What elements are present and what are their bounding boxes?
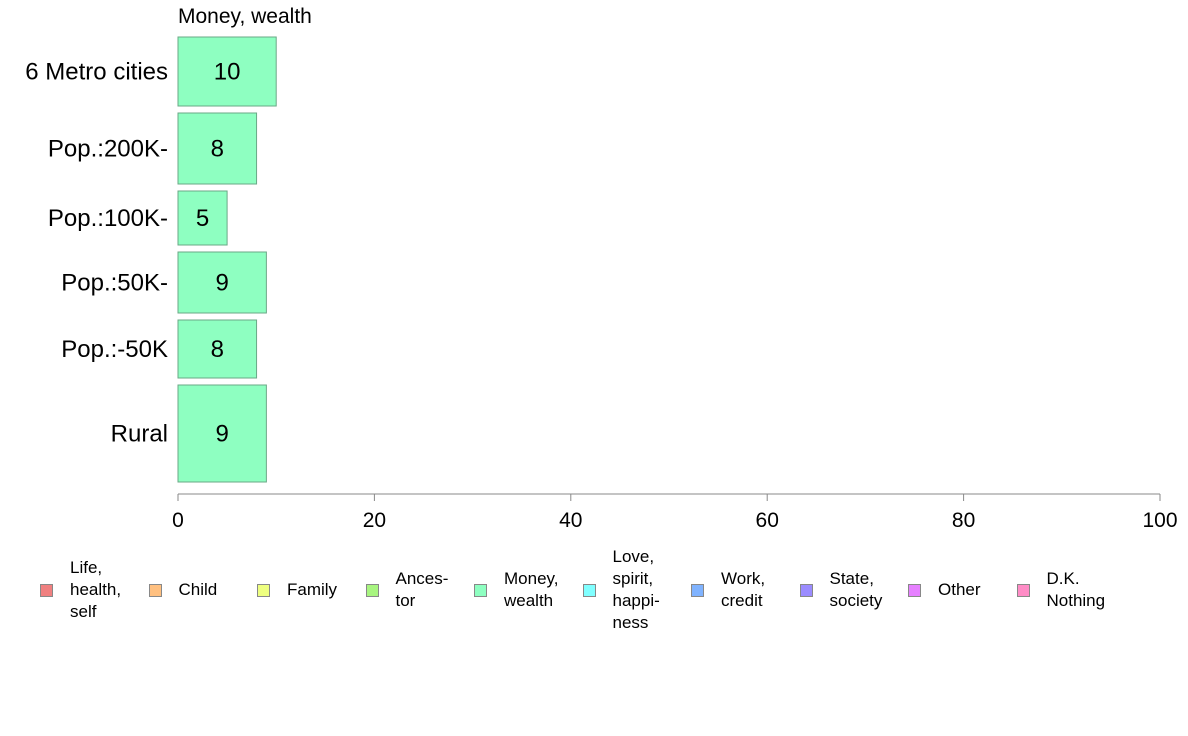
bar-value-label: 5	[196, 205, 209, 232]
legend-label: Child	[178, 580, 218, 599]
legend-swatch	[582, 583, 596, 597]
legend-label: D.K. Nothing	[1046, 569, 1106, 610]
bar	[177, 384, 267, 483]
x-tick-label: 100	[1142, 509, 1177, 532]
chart-legend: Life, health, self Child Family Ances- tor M…	[0, 540, 1188, 640]
legend-swatch	[40, 583, 53, 597]
x-tick-label: 20	[363, 509, 386, 532]
category-label: Rural	[111, 421, 168, 448]
bar-value-label: 8	[211, 336, 224, 363]
legend-item: Money, wealth	[474, 540, 559, 640]
bar	[177, 112, 258, 185]
legend-item: Child	[148, 540, 218, 640]
chart-title: Money, wealth	[178, 5, 312, 28]
legend-swatch	[257, 583, 270, 597]
legend-swatch	[908, 583, 921, 597]
bar-value-label: 9	[216, 421, 229, 448]
x-tick-label: 60	[756, 509, 779, 532]
legend-item: State, society	[799, 540, 883, 640]
bar-value-label: 10	[214, 59, 241, 86]
legend-label: Other	[938, 580, 981, 599]
category-label: Pop.:-50K	[61, 336, 168, 363]
x-tick-label: 80	[952, 509, 975, 532]
legend-label: Ances- tor	[395, 569, 449, 610]
legend-item: Other	[908, 540, 981, 640]
legend-swatch	[691, 583, 704, 597]
category-label: Pop.:50K-	[61, 270, 168, 297]
legend-label: Love, spirit, happi- ness	[612, 547, 660, 632]
legend-item: Family	[257, 540, 337, 640]
x-tick-label: 0	[172, 509, 184, 532]
category-label: 6 Metro cities	[25, 59, 168, 86]
legend-label: Life, health, self	[70, 558, 122, 621]
legend-swatch	[365, 583, 379, 597]
bar	[177, 190, 228, 246]
legend-swatch	[1016, 583, 1030, 597]
legend-item: D.K. Nothing	[1016, 540, 1106, 640]
legend-label: Family	[287, 580, 338, 599]
bar-value-label: 8	[211, 136, 224, 163]
legend-swatch	[474, 583, 487, 597]
legend-swatch	[799, 583, 813, 597]
category-label: Pop.:200K-	[48, 136, 168, 163]
legend-label: State, society	[829, 569, 883, 610]
legend-swatch	[148, 583, 162, 597]
legend-label: Work, credit	[721, 569, 766, 610]
bar-value-label: 9	[216, 270, 229, 297]
bar	[177, 36, 277, 107]
category-label: Pop.:100K-	[48, 205, 168, 232]
legend-item: Life, health, self	[40, 540, 121, 640]
bar	[177, 319, 258, 379]
x-tick-label: 40	[559, 509, 582, 532]
bar	[177, 251, 267, 314]
legend-item: Work, credit	[691, 540, 765, 640]
legend-item: Ances- tor	[365, 540, 449, 640]
legend-item: Love, spirit, happi- ness	[582, 540, 660, 640]
legend-label: Money, wealth	[504, 569, 559, 610]
